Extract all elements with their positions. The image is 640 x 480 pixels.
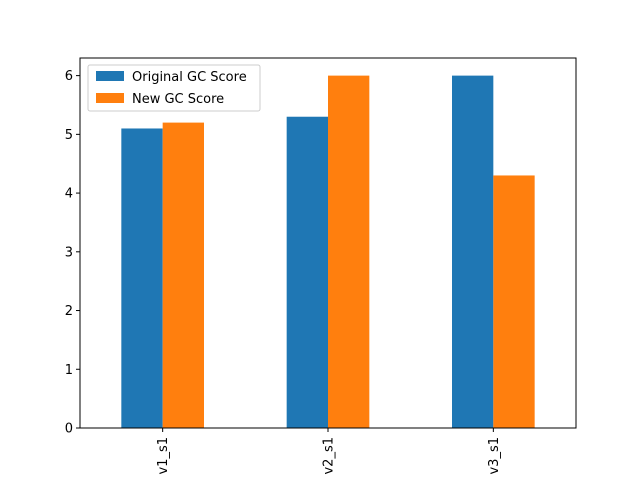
bar-v1_s1-series-0 xyxy=(121,128,163,429)
legend-box xyxy=(87,64,261,112)
axes-frame xyxy=(79,57,577,429)
bar-v3_s1-series-0 xyxy=(452,75,494,429)
legend-swatch-new xyxy=(96,93,124,103)
bar-v2_s1-series-0 xyxy=(286,116,328,428)
x-tick-label-v1_s1: v1_s1 xyxy=(156,437,171,475)
legend-swatch-original xyxy=(96,71,124,81)
y-tick-label-6: 6 xyxy=(65,69,73,84)
y-tick-label-5: 5 xyxy=(65,128,73,143)
x-tick-label-v3_s1: v3_s1 xyxy=(487,437,502,475)
y-tick-label-0: 0 xyxy=(65,422,73,437)
x-tick-label-v2_s1: v2_s1 xyxy=(322,437,337,475)
bar-v3_s1-series-1 xyxy=(493,175,535,428)
legend-label-original: Original GC Score xyxy=(132,70,247,85)
y-tick-label-2: 2 xyxy=(65,304,73,319)
y-tick-label-4: 4 xyxy=(65,187,73,202)
bar-v2_s1-series-1 xyxy=(328,75,370,429)
legend-label-new: New GC Score xyxy=(132,92,224,107)
y-tick-label-3: 3 xyxy=(65,245,73,260)
bar-v1_s1-series-1 xyxy=(162,122,204,428)
y-tick-label-1: 1 xyxy=(65,363,73,378)
legend: Original GC Score New GC Score xyxy=(87,64,261,112)
